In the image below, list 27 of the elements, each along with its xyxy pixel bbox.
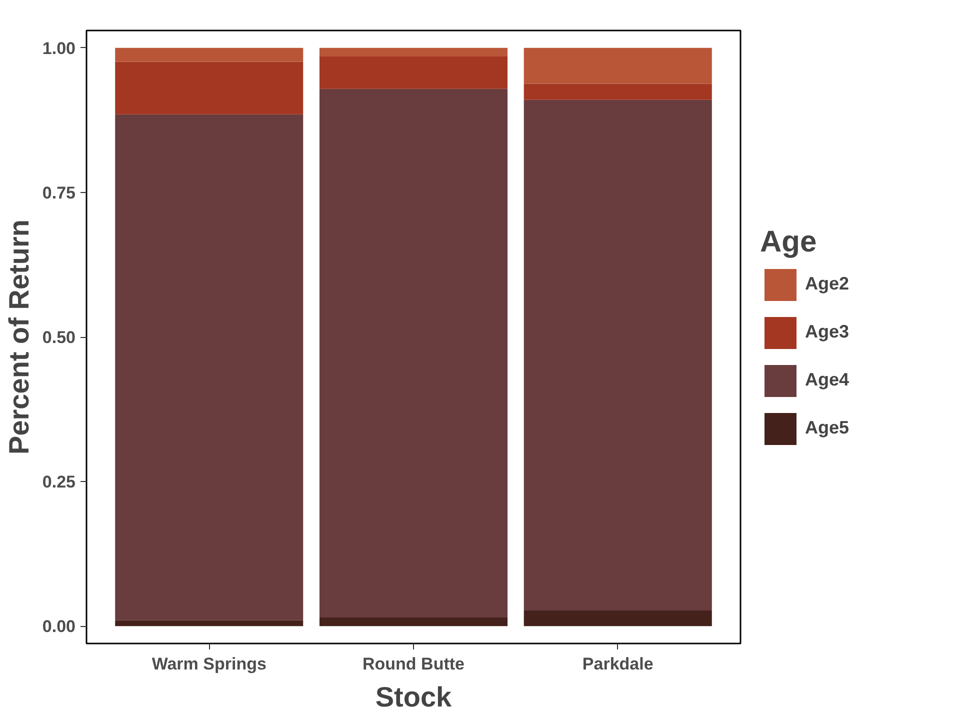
y-tick-label: 0.50 (42, 328, 76, 347)
bar (524, 100, 712, 611)
legend-label: Age2 (805, 274, 850, 294)
x-tick-label: Warm Springs (152, 654, 266, 674)
x-tick-label: Parkdale (582, 654, 654, 674)
y-axis-title: Percent of Return (3, 220, 34, 454)
y-tick-label: 0.25 (42, 472, 76, 492)
bar (319, 56, 508, 89)
legend-label: Age4 (805, 370, 850, 390)
bar (115, 620, 304, 626)
y-tick-label: 1.00 (42, 38, 76, 58)
bar (319, 617, 508, 626)
bar (524, 84, 712, 100)
legend-title: Age (760, 225, 818, 259)
legend-label: Age5 (805, 418, 850, 438)
bar (319, 88, 508, 618)
bar (524, 610, 712, 626)
x-tick-label: Round Butte (362, 654, 464, 674)
y-tick-label: 0.00 (42, 617, 76, 636)
bar (524, 48, 712, 84)
x-axis-title: Stock (375, 682, 452, 712)
bar (319, 48, 508, 57)
y-tick-label: 0.75 (42, 183, 76, 202)
legend-label: Age3 (805, 322, 850, 342)
bar (115, 62, 304, 114)
bar (115, 114, 304, 620)
bar (115, 48, 304, 62)
